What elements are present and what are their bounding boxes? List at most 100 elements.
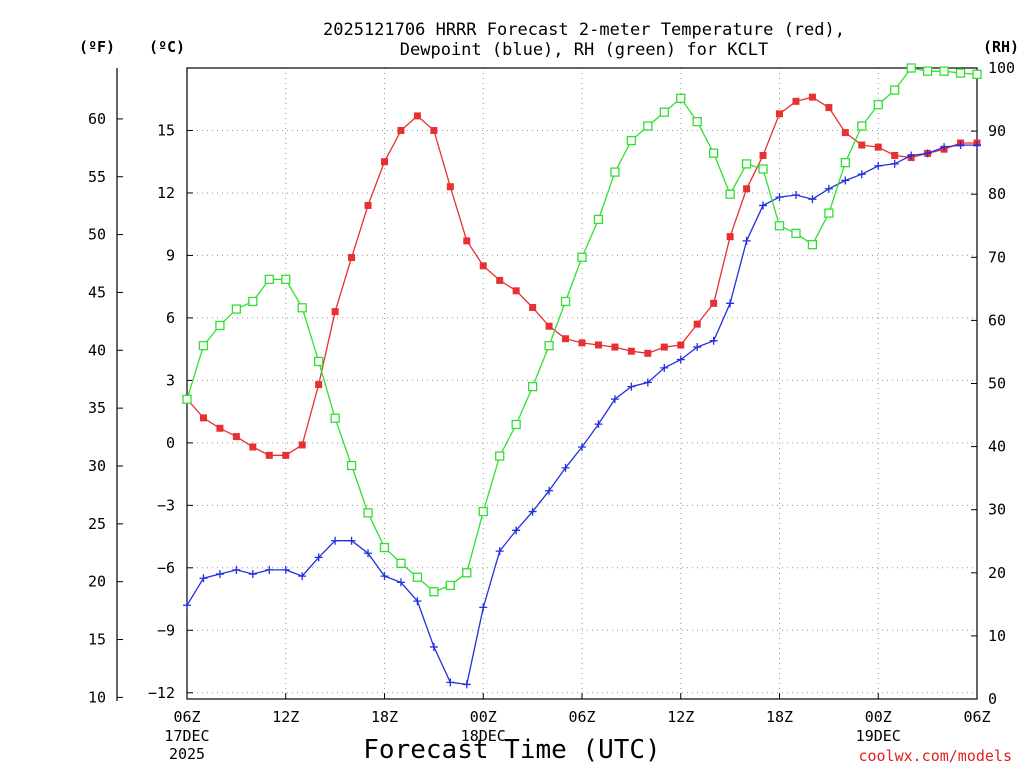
- temperature-point: [315, 381, 323, 389]
- rh-point: [560, 296, 571, 307]
- dewpoint-point: [759, 201, 768, 210]
- temperature-point: [743, 185, 751, 193]
- dewpoint-point: [643, 378, 652, 387]
- temperature-point: [381, 158, 388, 166]
- temperature-point: [594, 341, 602, 349]
- dewpoint-point: [528, 507, 537, 516]
- x-tick-date-label: 17DEC: [164, 727, 209, 745]
- series-layer: [182, 63, 982, 689]
- x-tick-label: 06Z: [568, 708, 595, 726]
- rh-point: [593, 214, 604, 225]
- celsius-tick-label: 9: [166, 246, 175, 264]
- dewpoint-point: [874, 161, 883, 170]
- rh-point: [791, 228, 801, 238]
- rh-point: [741, 159, 752, 169]
- temperature-point: [660, 343, 668, 351]
- rh-point: [198, 340, 209, 351]
- dewpoint-point: [841, 176, 850, 185]
- temperature-point: [611, 343, 619, 351]
- x-tick-date-label: 19DEC: [856, 727, 901, 745]
- temperature-point: [282, 451, 290, 459]
- temperature-point: [331, 308, 339, 316]
- dewpoint-point: [281, 565, 290, 574]
- temperature-point: [249, 443, 257, 451]
- temperature-point: [808, 93, 816, 101]
- dewpoint-point: [775, 193, 784, 202]
- fahrenheit-tick-label: 55: [88, 168, 106, 186]
- celsius-tick-label: 0: [166, 434, 175, 452]
- credit-text: coolwx.com/models: [858, 747, 1012, 765]
- dewpoint-point: [857, 170, 866, 179]
- rh-point: [659, 107, 669, 117]
- rh-point: [873, 99, 883, 110]
- rh-axis-unit: (RH): [983, 38, 1019, 56]
- rh-point: [758, 164, 768, 174]
- rh-point: [577, 252, 587, 262]
- rh-point: [643, 121, 653, 131]
- fahrenheit-tick-label: 35: [88, 399, 106, 417]
- chart-title-line1: 2025121706 HRRR Forecast 2-meter Tempera…: [323, 20, 845, 40]
- dewpoint-point: [742, 236, 751, 245]
- temperature-point: [874, 143, 882, 151]
- dewpoint-point: [709, 336, 718, 345]
- rh-point: [396, 558, 406, 568]
- celsius-axis-unit: (ºC): [149, 38, 185, 56]
- fahrenheit-tick-label: 30: [88, 457, 106, 475]
- dewpoint-point: [923, 149, 932, 158]
- rh-tick-label: 70: [988, 248, 1006, 266]
- celsius-tick-label: 6: [166, 309, 175, 327]
- rh-point: [610, 167, 620, 177]
- temperature-point: [627, 347, 635, 355]
- rh-point: [412, 572, 423, 582]
- rh-point: [922, 66, 933, 76]
- rh-point: [527, 382, 538, 392]
- temperature-point: [199, 414, 207, 422]
- rh-point: [807, 240, 818, 250]
- rh-point: [725, 189, 735, 199]
- rh-tick-label: 80: [988, 185, 1006, 203]
- dewpoint-point: [314, 553, 323, 562]
- x-tick-label: 12Z: [272, 708, 299, 726]
- temperature-point: [891, 151, 899, 159]
- rh-point: [939, 66, 949, 76]
- fahrenheit-axis-unit: (ºF): [79, 38, 115, 56]
- rh-tick-label: 20: [988, 564, 1006, 582]
- x-tick-label: 06Z: [173, 708, 200, 726]
- celsius-tick-label: 3: [166, 371, 175, 389]
- rh-point: [544, 340, 554, 351]
- temperature-point: [562, 335, 570, 343]
- fahrenheit-tick-label: 60: [88, 110, 106, 128]
- dewpoint-point: [364, 549, 373, 558]
- rh-point: [445, 580, 455, 591]
- rh-point: [890, 85, 900, 95]
- rh-tick-label: 100: [988, 59, 1015, 77]
- temperature-point: [726, 233, 734, 241]
- celsius-tick-label: −3: [157, 496, 175, 514]
- x-tick-year-label: 2025: [169, 745, 205, 763]
- dewpoint-point: [248, 570, 257, 579]
- chart-title-line2: Dewpoint (blue), RH (green) for KCLT: [400, 40, 768, 60]
- dewpoint-point: [380, 572, 389, 581]
- temperature-point: [216, 424, 224, 432]
- dewpoint-point: [956, 141, 965, 150]
- rh-point: [462, 568, 472, 578]
- dewpoint-point: [973, 141, 981, 150]
- temperature-point: [265, 451, 273, 459]
- rh-point: [297, 303, 307, 313]
- rh-point: [264, 274, 274, 285]
- rh-tick-label: 50: [988, 375, 1006, 393]
- x-tick-label: 18Z: [766, 708, 793, 726]
- temperature-point: [463, 237, 471, 245]
- dewpoint-point: [660, 363, 669, 372]
- dewpoint-point: [594, 420, 603, 429]
- temperature-point: [529, 303, 537, 311]
- rh-tick-label: 60: [988, 311, 1006, 329]
- rh-point: [709, 148, 719, 158]
- fahrenheit-tick-label: 15: [88, 631, 106, 649]
- temperature-point: [825, 104, 833, 112]
- rh-tick-label: 30: [988, 501, 1006, 519]
- dewpoint-point: [940, 143, 949, 152]
- temperature-point: [496, 276, 504, 284]
